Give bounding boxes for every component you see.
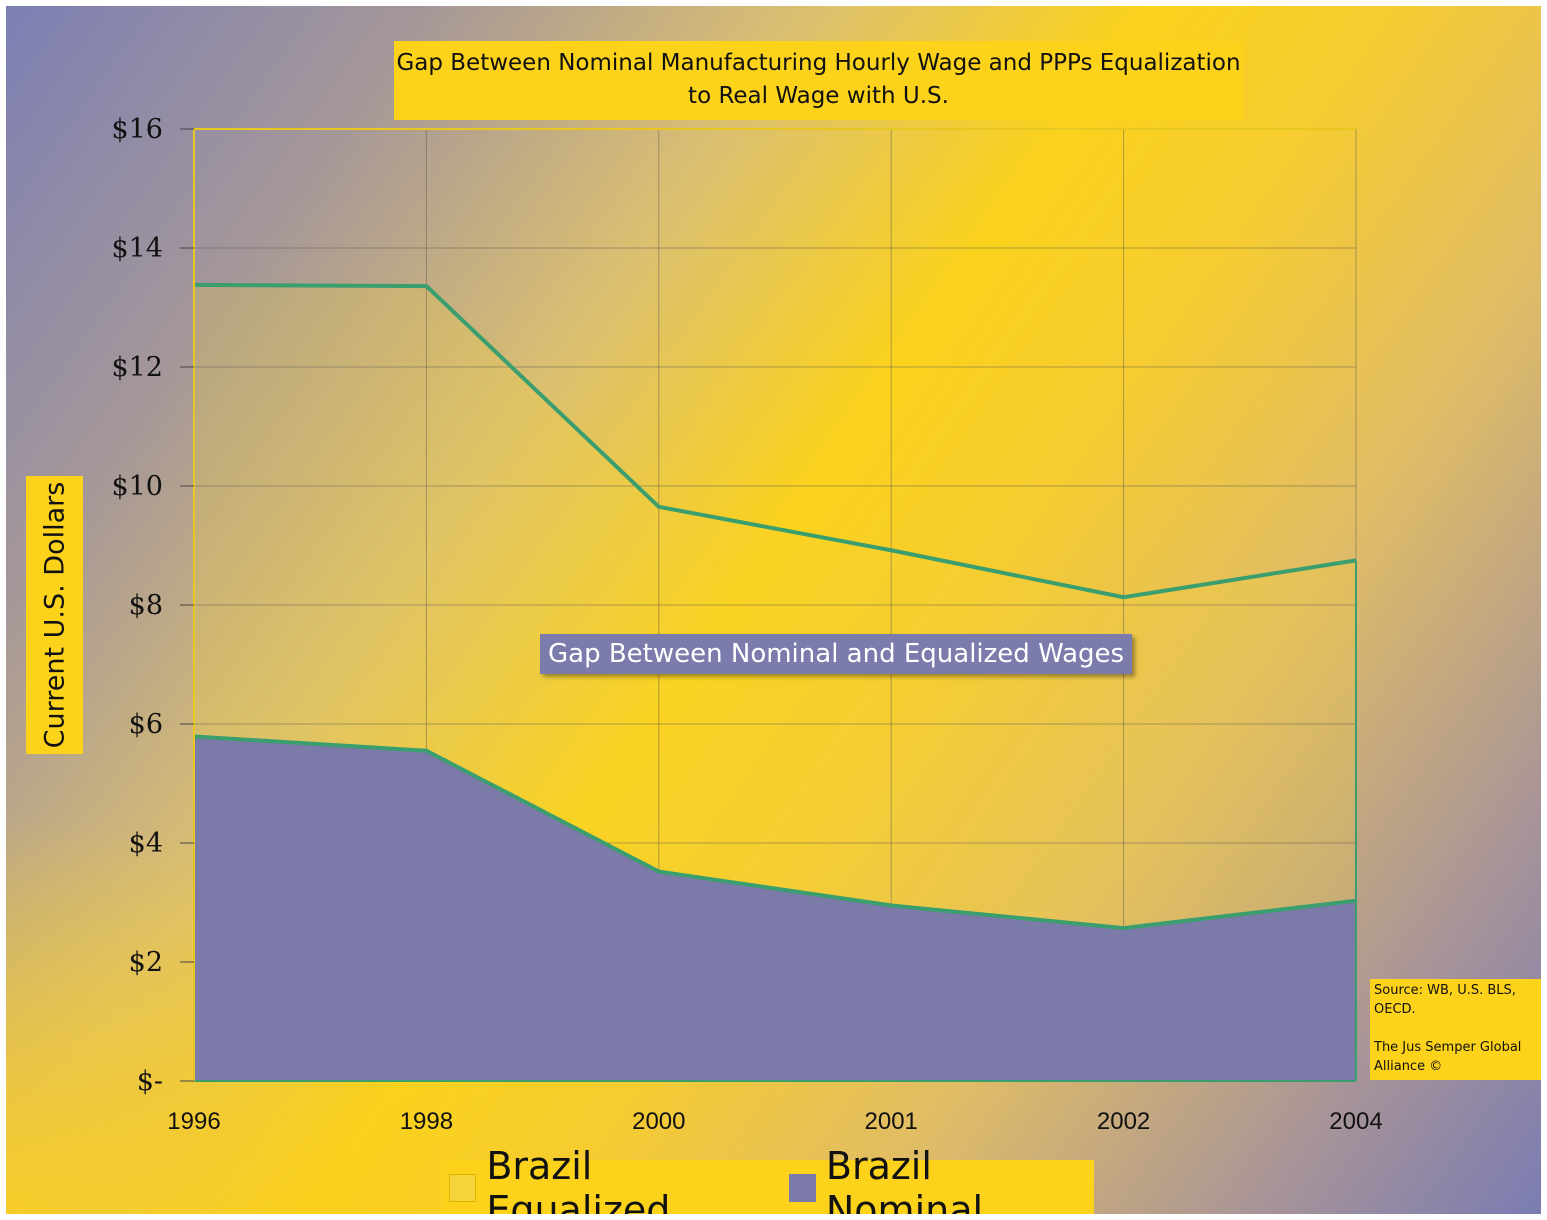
y-tick-label: $10 bbox=[111, 471, 163, 502]
legend-swatch bbox=[449, 1174, 477, 1202]
legend-item: Brazil Nominal bbox=[788, 1144, 1094, 1214]
y-tick-label: $6 bbox=[129, 709, 163, 740]
source-text: The Jus Semper Global Alliance © bbox=[1374, 1040, 1522, 1074]
y-tick-label: $2 bbox=[129, 947, 163, 978]
chart-frame: $- $2 $4 $6 $8 $10 $12 $14 $16 1996 1998 2000 2001 20… bbox=[6, 6, 1541, 1214]
x-tick-label: 1998 bbox=[400, 1108, 453, 1135]
y-axis-label: Current U.S. Dollars bbox=[39, 481, 70, 749]
x-tick-label: 2004 bbox=[1329, 1108, 1382, 1135]
series-line bbox=[193, 734, 1357, 931]
x-tick-label: 1996 bbox=[167, 1108, 220, 1135]
y-tick-label: $16 bbox=[111, 114, 163, 145]
area bbox=[194, 736, 1356, 1081]
y-tick-label: $14 bbox=[111, 233, 163, 264]
series-line bbox=[193, 282, 1357, 600]
legend-label: Brazil Equalized bbox=[486, 1144, 671, 1214]
chart: $- $2 $4 $6 $8 $10 $12 $14 $16 1996 1998 2000 2001 20… bbox=[111, 114, 1382, 1135]
x-tick-label: 2001 bbox=[865, 1108, 918, 1135]
legend: Brazil Equalized Brazil Nominal bbox=[441, 1144, 1094, 1214]
source-text: Source: WB, U.S. BLS, OECD. bbox=[1374, 983, 1516, 1017]
annotation: Gap Between Nominal and Equalized Wages bbox=[540, 634, 1133, 674]
legend-item: Brazil Equalized bbox=[449, 1144, 781, 1214]
chart-title: Gap Between Nominal Manufacturing Hourly… bbox=[394, 41, 1243, 120]
x-tick-label: 2002 bbox=[1097, 1108, 1150, 1135]
x-tick-label: 2000 bbox=[632, 1108, 685, 1135]
y-tick-label: $- bbox=[137, 1066, 163, 1097]
y-tick-label: $4 bbox=[129, 828, 163, 859]
source-box: Source: WB, U.S. BLS, OECD. The Jus Semp… bbox=[1370, 979, 1541, 1080]
y-axis-label-box: Current U.S. Dollars bbox=[26, 476, 83, 754]
legend-swatch bbox=[788, 1174, 816, 1202]
y-tick-label: $12 bbox=[111, 352, 163, 383]
legend-label: Brazil Nominal bbox=[825, 1144, 984, 1214]
y-tick-label: $8 bbox=[129, 590, 163, 621]
